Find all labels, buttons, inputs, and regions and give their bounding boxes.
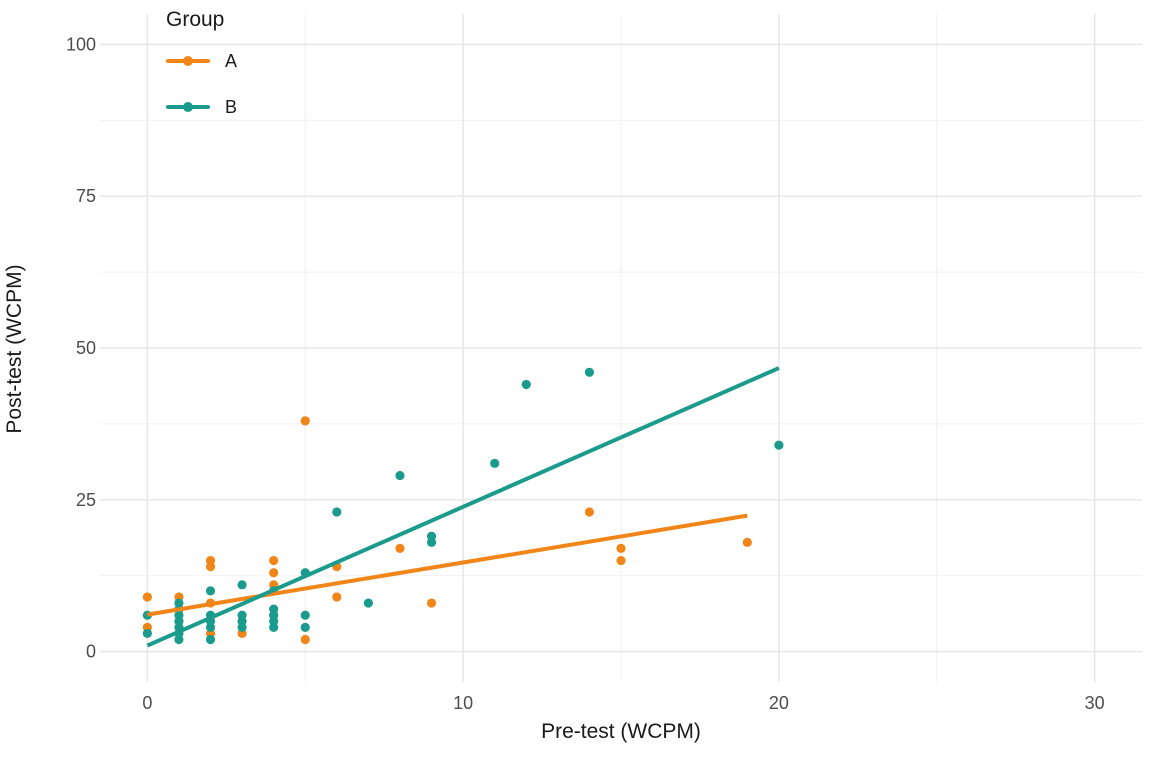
data-point-b	[300, 610, 310, 620]
x-tick-label: 0	[142, 693, 152, 713]
legend-label-a: A	[225, 50, 238, 71]
trend-line-b	[146, 366, 780, 648]
data-point-a	[269, 555, 279, 566]
data-point-a	[300, 634, 310, 645]
y-tick-label: 50	[76, 338, 96, 358]
data-point-b	[774, 440, 784, 450]
legend-item-b: B	[166, 92, 237, 122]
data-point-b	[205, 622, 216, 632]
data-point-a	[616, 555, 626, 566]
data-point-a	[142, 592, 152, 602]
trend-line-a	[147, 513, 748, 617]
data-point-b	[395, 470, 405, 481]
data-point-a	[426, 598, 437, 608]
data-point-b	[584, 367, 595, 377]
legend-title: Group	[166, 8, 225, 31]
data-point-b	[521, 379, 531, 390]
x-axis-title: Pre-test (WCPM)	[541, 720, 701, 743]
legend-label-b: B	[225, 96, 238, 117]
data-point-b	[363, 598, 373, 608]
y-tick-label: 0	[86, 642, 96, 662]
data-point-b	[269, 622, 279, 632]
legend-item-a: A	[166, 46, 237, 76]
legend-key-a-icon	[166, 46, 210, 76]
data-point-b	[205, 634, 216, 645]
y-tick-label: 100	[66, 34, 96, 54]
data-point-a	[332, 592, 342, 602]
data-point-b	[332, 507, 342, 517]
data-point-a	[395, 543, 405, 554]
legend: Group A B	[166, 8, 237, 138]
data-point-b	[490, 458, 500, 468]
x-tick-label: 20	[769, 693, 789, 713]
data-point-a	[584, 507, 595, 517]
y-tick-label: 75	[76, 186, 96, 206]
data-point-a	[616, 543, 626, 554]
x-tick-label: 10	[453, 693, 473, 713]
data-point-b	[142, 628, 152, 639]
data-point-b	[300, 622, 310, 632]
x-tick-label: 30	[1085, 693, 1105, 713]
y-axis-title: Post-test (WCPM)	[3, 264, 26, 434]
data-point-a	[269, 568, 279, 578]
data-point-a	[300, 416, 310, 426]
data-point-a	[205, 562, 216, 572]
data-point-a	[742, 537, 752, 547]
data-point-b	[174, 634, 184, 645]
legend-key-b-icon	[166, 92, 210, 122]
data-point-b	[426, 537, 437, 547]
data-point-b	[237, 580, 247, 590]
data-point-b	[205, 586, 216, 596]
y-tick-label: 25	[76, 490, 96, 510]
data-point-b	[237, 622, 247, 632]
